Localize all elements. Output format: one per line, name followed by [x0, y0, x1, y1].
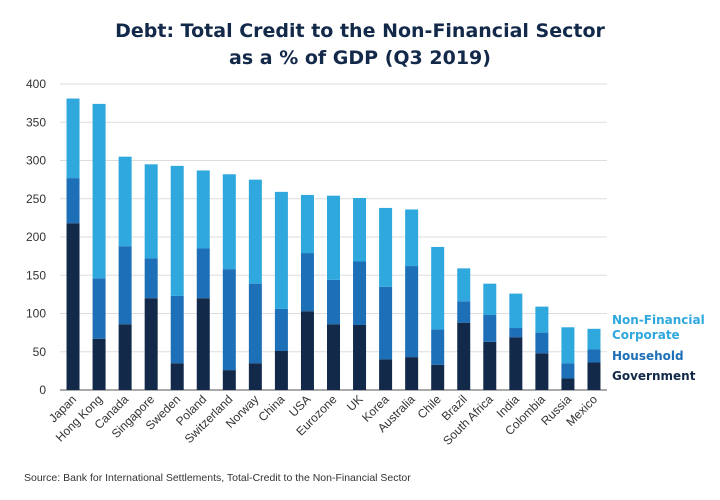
legend-entry: Government — [612, 369, 696, 383]
chart-title-line-1: Debt: Total Credit to the Non-Financial … — [115, 20, 605, 42]
chart-title-line-2: as a % of GDP (Q3 2019) — [229, 47, 491, 69]
x-tick-label: China — [255, 392, 287, 424]
bar-segment-household — [405, 266, 419, 358]
source-note: Source: Bank for International Settlemen… — [24, 472, 411, 484]
bar-segment-non-financial-corporate — [457, 268, 471, 302]
bar-segment-household — [327, 279, 340, 325]
bar-segment-non-financial-corporate — [248, 179, 262, 284]
bar-segment-non-financial-corporate — [327, 195, 340, 280]
bar-segment-government — [144, 298, 158, 390]
bar-segment-household — [300, 253, 314, 312]
bar-segment-government — [483, 341, 497, 390]
bar-segment-household — [431, 329, 445, 365]
bar-segment-household — [587, 349, 601, 363]
bar-segment-non-financial-corporate — [535, 306, 549, 333]
bar-segment-government — [170, 363, 184, 390]
bar-segment-non-financial-corporate — [118, 156, 132, 247]
bar-segment-household — [66, 178, 80, 224]
bar-segment-government — [274, 350, 288, 390]
bar-segment-government — [353, 324, 367, 390]
bar-segment-non-financial-corporate — [300, 194, 314, 254]
x-tick-label: Chile — [415, 392, 444, 421]
bar-segment-household — [379, 286, 393, 360]
bar-segment-household — [274, 308, 288, 351]
bar-segment-household — [118, 246, 132, 325]
bar-segment-government — [379, 359, 393, 390]
bar-segment-non-financial-corporate — [587, 328, 601, 350]
bar-segment-non-financial-corporate — [483, 283, 497, 316]
y-axis-ticks: 0 50 100 150 200 250 300 350 400 — [26, 77, 46, 397]
y-tick-label: 300 — [26, 154, 46, 168]
legend-entry: Household — [612, 349, 684, 363]
bar-segment-government — [196, 298, 210, 390]
bar-segment-non-financial-corporate — [405, 209, 419, 267]
bar-segment-government — [300, 311, 314, 390]
bar-segment-household — [353, 261, 367, 325]
bar-segment-government — [457, 322, 471, 390]
bar-segment-household — [561, 363, 575, 379]
bar-segment-government — [66, 223, 80, 390]
y-tick-label: 400 — [26, 77, 46, 91]
y-tick-label: 150 — [26, 268, 46, 282]
bar-segment-non-financial-corporate — [379, 207, 393, 287]
bar-segment-household — [535, 332, 549, 354]
bar-segment-government — [92, 338, 106, 390]
bar-segment-non-financial-corporate — [196, 170, 210, 249]
bar-segment-household — [248, 283, 262, 364]
bar-segment-government — [587, 362, 601, 390]
y-tick-label: 350 — [26, 115, 46, 129]
bar-segment-non-financial-corporate — [144, 164, 158, 259]
y-tick-label: 250 — [26, 192, 46, 206]
bar-segment-government — [118, 324, 132, 390]
bar-segment-government — [327, 324, 340, 390]
bar-segment-household — [196, 248, 210, 299]
legend-entry: Corporate — [612, 328, 680, 342]
bar-segment-non-financial-corporate — [509, 293, 523, 329]
legend-entry: Non-Financial — [612, 313, 705, 327]
bar-segment-household — [92, 278, 106, 339]
bar-segment-non-financial-corporate — [274, 191, 288, 309]
bar-segment-household — [222, 269, 236, 371]
bar-segment-government — [405, 357, 419, 390]
bar-segment-government — [222, 370, 236, 390]
bar-segment-government — [535, 353, 549, 390]
y-tick-label: 200 — [26, 230, 46, 244]
bar-segment-non-financial-corporate — [92, 103, 106, 279]
bar-segment-non-financial-corporate — [66, 98, 80, 179]
y-tick-label: 50 — [33, 345, 47, 359]
bar-segment-non-financial-corporate — [353, 197, 367, 262]
bar-segment-household — [509, 328, 523, 338]
bar-segment-household — [457, 301, 471, 323]
bar-segment-household — [483, 315, 497, 342]
bar-segment-government — [561, 378, 575, 390]
bar-segment-government — [248, 363, 262, 390]
y-tick-label: 0 — [39, 383, 46, 397]
y-tick-label: 100 — [26, 307, 46, 321]
bar-segment-non-financial-corporate — [561, 327, 575, 364]
bar-segment-household — [170, 295, 184, 364]
bar-segment-household — [144, 258, 158, 299]
bar-segment-government — [509, 337, 523, 390]
bar-segment-government — [431, 364, 445, 390]
bars-layer — [66, 98, 601, 390]
bar-segment-non-financial-corporate — [170, 165, 184, 296]
bar-segment-non-financial-corporate — [222, 174, 236, 270]
bar-segment-non-financial-corporate — [431, 246, 445, 330]
